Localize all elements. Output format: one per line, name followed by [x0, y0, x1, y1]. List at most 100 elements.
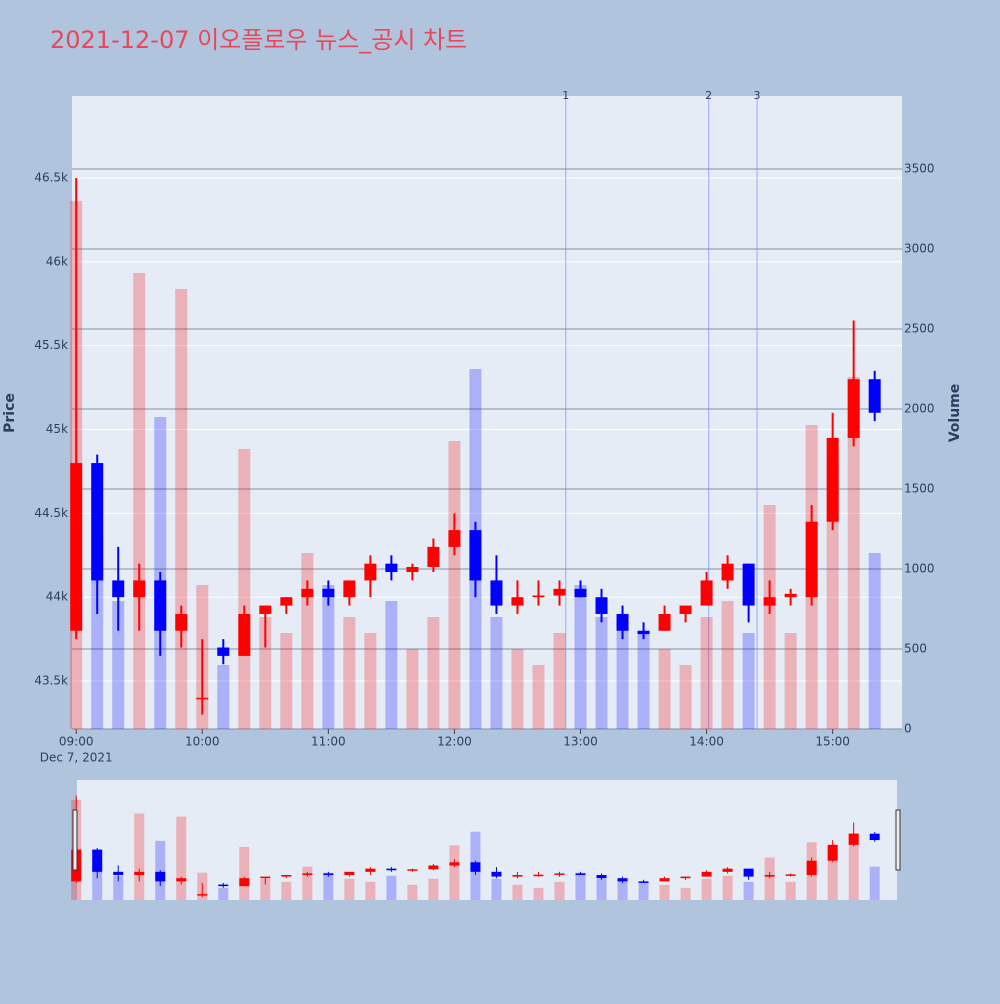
- mini-candle-body: [386, 868, 397, 871]
- y2-tick-label: 1500: [904, 481, 935, 495]
- candle-body: [490, 580, 503, 606]
- mini-volume-bar: [638, 881, 649, 900]
- candle-body: [133, 580, 146, 598]
- candle-body: [91, 463, 104, 581]
- mini-volume-bar: [449, 845, 460, 900]
- volume-bar: [133, 272, 146, 729]
- mini-volume-bar: [491, 878, 502, 900]
- mini-candle-body: [827, 844, 838, 861]
- y2-tick-label: 3500: [904, 161, 935, 175]
- y-tick-label: 43.5k: [34, 674, 68, 688]
- mini-volume-bar: [260, 878, 271, 900]
- mini-volume-bar: [701, 878, 712, 900]
- mini-candle-body: [617, 878, 628, 882]
- candle-body: [385, 563, 398, 573]
- candle-body: [448, 530, 461, 547]
- mini-candle-body: [848, 833, 859, 845]
- mini-candle-body: [365, 868, 376, 872]
- range-handle[interactable]: [72, 809, 78, 871]
- x-date-label: Dec 7, 2021: [40, 751, 113, 765]
- x-tick-label: 15:00: [815, 735, 850, 749]
- volume-bar: [406, 648, 419, 729]
- candle-body: [700, 580, 713, 606]
- mini-volume-bar: [659, 884, 670, 900]
- mini-candle-body: [596, 875, 607, 879]
- candle-body: [70, 463, 83, 631]
- candle-body: [259, 605, 272, 614]
- volume-bar: [301, 552, 314, 729]
- mini-volume-bar: [407, 884, 418, 900]
- mini-volume-bar: [323, 872, 334, 900]
- mini-candle-body: [785, 874, 796, 876]
- candle-body: [532, 595, 545, 598]
- chart-title: 2021-12-07 이오플로우 뉴스_공시 차트: [50, 26, 467, 54]
- mini-candle-body: [575, 873, 586, 876]
- candle-body: [175, 613, 188, 631]
- volume-bar: [721, 600, 734, 729]
- mini-volume-bar: [239, 846, 250, 900]
- y-axis-title: Price: [2, 393, 18, 433]
- volume-bar: [175, 288, 188, 729]
- mini-volume-bar: [596, 878, 607, 900]
- mini-candle-body: [323, 873, 334, 876]
- mini-volume-bar: [743, 881, 754, 900]
- candle-body: [343, 580, 356, 598]
- y2-tick-label: 500: [904, 641, 927, 655]
- mini-volume-bar: [848, 833, 859, 900]
- volume-bar: [847, 376, 860, 729]
- candle-body: [427, 546, 440, 568]
- candle-body: [763, 597, 776, 606]
- candle-body: [217, 647, 230, 656]
- volume-bar: [826, 456, 839, 729]
- y2-tick-label: 3000: [904, 241, 935, 255]
- mini-candle-body: [512, 875, 523, 877]
- annotation-label: 1: [562, 89, 569, 102]
- volume-bar: [868, 552, 881, 729]
- volume-bar: [112, 600, 125, 729]
- volume-bar: [343, 616, 356, 729]
- x-tick-label: 09:00: [59, 735, 94, 749]
- mini-volume-bar: [218, 887, 229, 900]
- volume-bar: [616, 624, 629, 729]
- volume-bar: [490, 616, 503, 729]
- candle-body: [742, 563, 755, 606]
- candle-body: [679, 605, 692, 614]
- mini-volume-bar: [386, 875, 397, 900]
- mini-candle-body: [491, 871, 502, 877]
- mini-volume-bar: [533, 887, 544, 900]
- mini-volume-bar: [617, 880, 628, 900]
- y2-axis-title: Volume: [947, 384, 963, 443]
- range-slider[interactable]: [77, 780, 897, 900]
- mini-volume-bar: [281, 881, 292, 900]
- range-handle[interactable]: [895, 809, 901, 871]
- mini-candle-body: [260, 876, 271, 879]
- candle-body: [469, 530, 482, 581]
- candle-body: [280, 597, 293, 606]
- mini-volume-bar: [176, 816, 187, 900]
- mini-volume-bar: [680, 887, 691, 900]
- y-tick-label: 46k: [46, 254, 68, 268]
- volume-bar: [91, 536, 104, 729]
- mini-volume-bar: [134, 813, 145, 900]
- x-tick-label: 11:00: [311, 735, 346, 749]
- x-tick-label: 12:00: [437, 735, 472, 749]
- mini-volume-bar: [344, 878, 355, 900]
- mini-candle-body: [134, 871, 145, 876]
- volume-bar: [637, 632, 650, 729]
- mini-candle-body: [533, 874, 544, 877]
- mini-candle-body: [428, 865, 439, 870]
- mini-volume-bar: [113, 875, 124, 900]
- volume-bar: [259, 616, 272, 729]
- y-tick-label: 45.5k: [34, 338, 68, 352]
- volume-bar: [511, 648, 524, 729]
- mini-volume-bar: [92, 863, 103, 900]
- candle-body: [721, 563, 734, 581]
- volume-bar: [532, 664, 545, 729]
- mini-candle-body: [638, 881, 649, 883]
- mini-volume-bar: [764, 857, 775, 900]
- volume-bar: [658, 648, 671, 729]
- volume-bar: [553, 632, 566, 729]
- mini-volume-bar: [722, 875, 733, 900]
- mini-candle-body: [701, 871, 712, 877]
